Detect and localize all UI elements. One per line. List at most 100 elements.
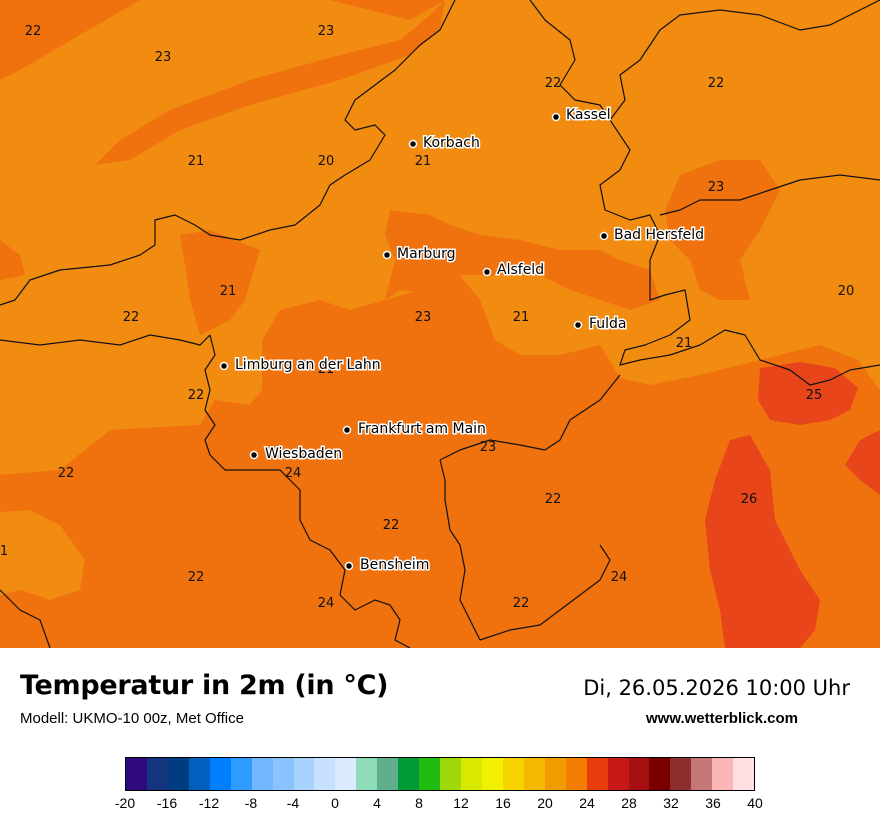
temp-value: 22 <box>513 596 530 611</box>
temp-value: 23 <box>415 310 432 325</box>
city-limburg-an-der-lahn[interactable]: Limburg an der Lahn <box>219 356 382 375</box>
legend-color-step <box>188 758 210 790</box>
city-alsfeld[interactable]: Alsfeld <box>482 261 546 280</box>
svg-text:Korbach: Korbach <box>423 135 480 151</box>
legend-color-step <box>209 758 231 790</box>
legend-color-step <box>649 758 671 790</box>
legend-color-step <box>335 758 357 790</box>
temp-value: 24 <box>285 466 302 481</box>
legend-color-step <box>398 758 420 790</box>
legend-tick-label: 16 <box>495 795 511 811</box>
legend-tick-label: -4 <box>286 795 300 811</box>
website-link[interactable]: www.wetterblick.com <box>646 710 798 727</box>
svg-text:Bad Hersfeld: Bad Hersfeld <box>614 227 704 243</box>
temp-value: 1 <box>0 544 8 559</box>
legend-tick-label: -20 <box>114 795 136 811</box>
svg-text:Bensheim: Bensheim <box>360 557 429 573</box>
legend-tick-label: 32 <box>663 795 679 811</box>
city-fulda[interactable]: Fulda <box>573 315 628 334</box>
legend-color-step <box>419 758 441 790</box>
model-info: Modell: UKMO-10 00z, Met Office <box>20 710 244 727</box>
color-scale-legend <box>125 757 755 791</box>
legend-color-step <box>628 758 650 790</box>
city-bensheim[interactable]: Bensheim <box>344 556 431 575</box>
legend-tick-label: 12 <box>453 795 469 811</box>
legend-color-step <box>126 758 147 790</box>
temp-value: 24 <box>318 596 335 611</box>
legend-tick-label: 36 <box>705 795 721 811</box>
temp-value: 23 <box>708 180 725 195</box>
legend-color-step <box>523 758 545 790</box>
svg-text:Fulda: Fulda <box>589 316 627 332</box>
temp-value: 25 <box>806 388 823 403</box>
legend-color-step <box>356 758 378 790</box>
legend-tick-label: 24 <box>579 795 595 811</box>
svg-text:Kassel: Kassel <box>566 107 611 123</box>
city-kassel[interactable]: Kassel <box>551 106 612 125</box>
temp-value: 21 <box>415 154 432 169</box>
legend-color-step <box>251 758 273 790</box>
legend-color-step <box>481 758 503 790</box>
legend-color-step <box>670 758 692 790</box>
legend-tick-label: -8 <box>244 795 258 811</box>
temp-value: 24 <box>611 570 628 585</box>
temp-value: 22 <box>545 76 562 91</box>
temp-value: 20 <box>318 154 335 169</box>
legend-tick-label: -12 <box>198 795 220 811</box>
svg-text:Limburg an der Lahn: Limburg an der Lahn <box>235 357 381 373</box>
temp-value: 22 <box>188 570 205 585</box>
temp-value: 21 <box>513 310 530 325</box>
temp-value: 21 <box>676 336 693 351</box>
city-marburg[interactable]: Marburg <box>382 245 457 264</box>
svg-text:Alsfeld: Alsfeld <box>497 262 544 278</box>
legend-color-step <box>314 758 336 790</box>
temp-value: 22 <box>123 310 140 325</box>
temp-value: 23 <box>480 440 497 455</box>
zone-22-24-south <box>0 345 880 648</box>
svg-text:Marburg: Marburg <box>397 246 456 262</box>
legend-color-step <box>377 758 399 790</box>
temp-value: 22 <box>708 76 725 91</box>
legend-tick-label: 20 <box>537 795 553 811</box>
temp-value: 23 <box>318 24 335 39</box>
temp-value: 22 <box>25 24 42 39</box>
legend-tick-label: 0 <box>331 795 339 811</box>
temperature-map: 22 23 23 22 22 21 20 21 23 21 20 22 23 2… <box>0 0 880 648</box>
legend-color-step <box>230 758 252 790</box>
temp-value: 22 <box>188 388 205 403</box>
forecast-datetime: Di, 26.05.2026 10:00 Uhr <box>583 676 850 700</box>
city-bad-hersfeld[interactable]: Bad Hersfeld <box>599 226 706 245</box>
temp-value: 21 <box>318 362 335 377</box>
legend-color-step <box>565 758 587 790</box>
temp-value: 23 <box>155 50 172 65</box>
map-title: Temperatur in 2m (in °C) <box>20 670 389 701</box>
zone-24-26 <box>705 362 880 648</box>
legend-color-step <box>586 758 608 790</box>
state-borders <box>0 0 880 648</box>
legend-tick-label: -16 <box>156 795 178 811</box>
temp-value: 21 <box>220 284 237 299</box>
temp-value: 22 <box>383 518 400 533</box>
legend-color-step <box>167 758 189 790</box>
temp-value: 20 <box>838 284 855 299</box>
svg-text:Frankfurt am Main: Frankfurt am Main <box>358 421 486 437</box>
legend-color-step <box>712 758 734 790</box>
legend-color-step <box>293 758 315 790</box>
temp-value: 21 <box>188 154 205 169</box>
color-scale-ticks: -20 -16 -12 -8 -4 0 4 8 12 16 20 24 28 32 36 40 <box>0 795 880 815</box>
legend-color-step <box>502 758 524 790</box>
cities: Kassel Korbach Bad Hersfeld Marburg Alsf… <box>219 106 706 575</box>
legend-tick-label: 8 <box>415 795 423 811</box>
city-korbach[interactable]: Korbach <box>408 134 481 153</box>
temp-value: 22 <box>58 466 75 481</box>
legend-color-step <box>544 758 566 790</box>
footer: Temperatur in 2m (in °C) Modell: UKMO-10… <box>0 648 880 830</box>
zone-22-24-north <box>0 0 780 335</box>
city-wiesbaden[interactable]: Wiesbaden <box>249 445 344 464</box>
city-frankfurt-am-main[interactable]: Frankfurt am Main <box>342 420 487 439</box>
svg-text:Wiesbaden: Wiesbaden <box>265 446 342 462</box>
legend-tick-label: 4 <box>373 795 381 811</box>
temp-value: 26 <box>741 492 758 507</box>
legend-tick-label: 40 <box>747 795 763 811</box>
legend-color-step <box>607 758 629 790</box>
